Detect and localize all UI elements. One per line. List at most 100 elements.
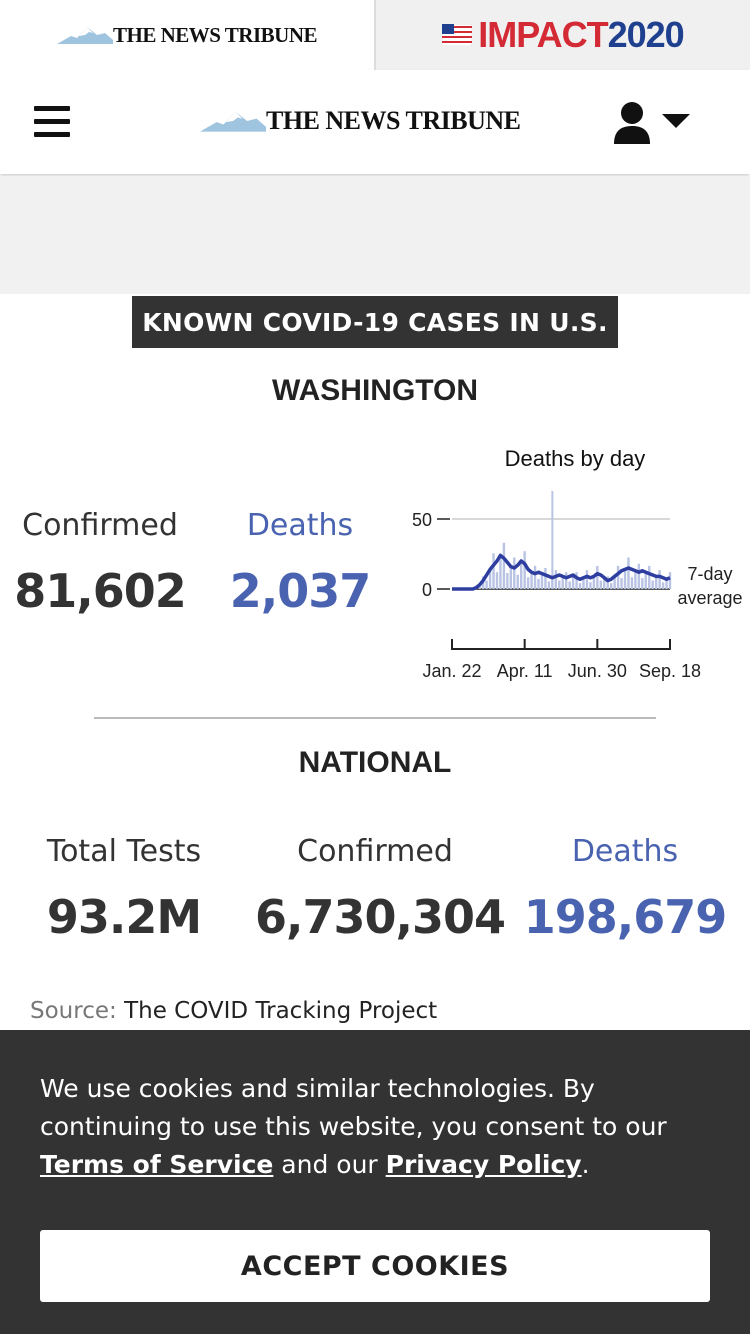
daily-bar: [520, 561, 523, 589]
daily-bar: [589, 582, 592, 589]
daily-bar: [488, 569, 492, 589]
national-confirmed-value: 6,730,304: [255, 890, 506, 944]
daily-bar: [571, 575, 575, 589]
brand-text: THE NEWS TRIBUNE: [112, 22, 318, 47]
accept-cookies-button[interactable]: ACCEPT COOKIES: [40, 1230, 710, 1302]
section-divider: [94, 717, 656, 719]
privacy-policy-link[interactable]: Privacy Policy: [385, 1150, 582, 1179]
flag-icon: [442, 24, 473, 46]
daily-bar: [568, 581, 571, 589]
cookie-text-start: We use cookies and similar technologies.…: [40, 1074, 667, 1141]
daily-bar: [606, 576, 609, 589]
state-title: WASHINGTON: [271, 374, 479, 407]
daily-bar: [644, 572, 647, 589]
daily-bar: [582, 577, 585, 589]
national-confirmed-label: Confirmed: [297, 834, 453, 869]
brand-text: THE NEWS TRIBUNE: [266, 106, 521, 135]
daily-bar: [651, 580, 654, 589]
daily-bar: [661, 582, 665, 589]
state-confirmed-label: Confirmed: [22, 508, 178, 543]
daily-bar: [641, 578, 644, 589]
y-tick-label: 50: [412, 510, 432, 530]
site-switcher: THE NEWS TRIBUNE IMPACT 2020: [0, 0, 750, 70]
cookie-banner: We use cookies and similar technologies.…: [0, 1030, 750, 1334]
daily-bar: [654, 576, 658, 589]
daily-bar: [537, 578, 540, 589]
national-title: NATIONAL: [298, 746, 452, 779]
site-header: THE NEWS TRIBUNE: [0, 70, 750, 174]
daily-bar: [599, 580, 602, 589]
daily-bar: [648, 565, 651, 589]
deaths-by-day-chart: Deaths by day 0 50 7-day average Jan. 22 Apr. …: [412, 446, 743, 681]
daily-bar: [513, 557, 516, 589]
daily-bar: [502, 542, 506, 589]
tab-news-tribune[interactable]: THE NEWS TRIBUNE: [0, 0, 376, 70]
daily-bar: [523, 551, 526, 589]
news-tribune-logo: THE NEWS TRIBUNE: [56, 22, 318, 48]
national-deaths-value: 198,679: [523, 890, 728, 944]
daily-bar: [616, 565, 620, 589]
daily-bar: [609, 583, 613, 589]
menu-icon[interactable]: [34, 106, 70, 138]
daily-bar: [509, 566, 513, 589]
daily-bar: [585, 570, 589, 589]
daily-bar: [603, 577, 606, 589]
daily-bar: [665, 579, 668, 589]
source-label: Source:: [30, 998, 117, 1024]
cookie-text-middle: and our: [273, 1150, 386, 1179]
impact-2020-logo: IMPACT 2020: [442, 14, 685, 56]
state-deaths-label: Deaths: [246, 508, 354, 543]
daily-bar: [596, 565, 599, 589]
mountain-logo-icon: [56, 27, 113, 44]
terms-of-service-link[interactable]: Terms of Service: [40, 1150, 274, 1179]
daily-bar: [492, 553, 495, 589]
daily-bar: [516, 574, 519, 589]
daily-bar: [564, 572, 568, 589]
x-tick-label: Sep. 18: [639, 661, 701, 681]
daily-bar: [634, 570, 637, 589]
cookie-text-end: .: [581, 1150, 590, 1179]
series-label: average: [677, 588, 742, 608]
daily-bar: [578, 583, 582, 589]
daily-bar: [526, 577, 530, 589]
daily-bar: [613, 576, 616, 589]
widget-banner: KNOWN COVID-19 CASES IN U.S.: [132, 296, 618, 348]
daily-bar: [620, 578, 623, 589]
series-label: 7-day: [687, 564, 732, 584]
ad-placeholder: [0, 176, 750, 294]
user-icon: [614, 102, 650, 144]
cookie-message: We use cookies and similar technologies.…: [40, 1070, 720, 1184]
daily-bar: [630, 577, 634, 589]
daily-bar: [658, 570, 661, 589]
daily-bar: [530, 572, 533, 589]
chart-title: Deaths by day: [505, 446, 646, 471]
daily-bar: [554, 570, 558, 589]
national-deaths-label: Deaths: [571, 834, 679, 869]
daily-bar: [495, 572, 499, 589]
daily-bar: [506, 573, 509, 589]
covid-widget: KNOWN COVID-19 CASES IN U.S. WASHINGTON …: [0, 294, 750, 1034]
daily-bar: [485, 580, 488, 589]
daily-bar: [627, 557, 630, 589]
header-logo[interactable]: THE NEWS TRIBUNE: [200, 106, 521, 136]
state-deaths-value: 2,037: [229, 564, 372, 618]
source-note: Source: The COVID Tracking Project: [30, 998, 437, 1024]
source-value: The COVID Tracking Project: [124, 998, 438, 1024]
daily-bar: [540, 573, 544, 589]
tab-impact-2020[interactable]: IMPACT 2020: [376, 0, 750, 70]
national-tests-value: 93.2M: [46, 890, 202, 944]
y-tick-label: 0: [422, 580, 432, 600]
daily-bar: [547, 581, 551, 589]
year-word: 2020: [607, 14, 685, 55]
daily-bar: [637, 563, 641, 589]
account-menu[interactable]: [612, 100, 692, 144]
daily-bar: [544, 568, 547, 589]
daily-bar: [623, 569, 627, 589]
state-confirmed-value: 81,602: [14, 564, 187, 618]
daily-bar: [533, 565, 537, 589]
chevron-down-icon: [662, 114, 690, 128]
daily-bar: [558, 580, 561, 589]
x-tick-label: Jun. 30: [568, 661, 627, 681]
daily-bar: [575, 572, 578, 589]
daily-bar: [499, 555, 502, 589]
